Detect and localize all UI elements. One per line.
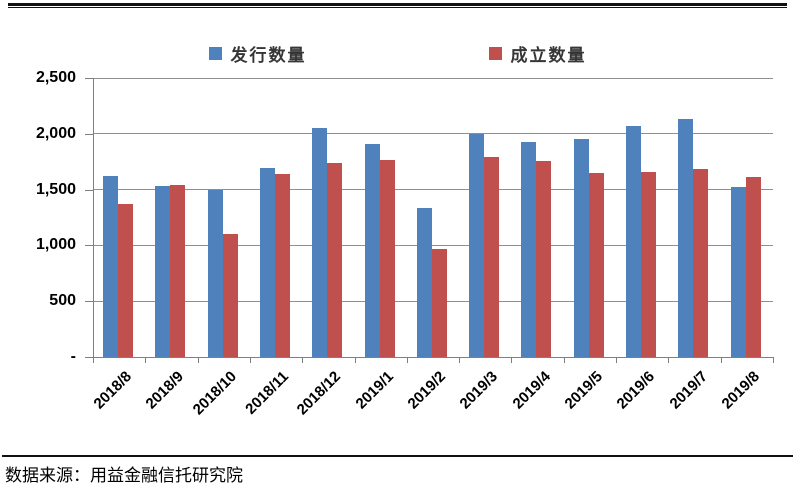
gridline-2500 (93, 77, 773, 79)
gridline-2000 (93, 133, 773, 135)
gridline-1000 (93, 244, 773, 246)
bar-成立数量-2018/10 (222, 234, 238, 357)
y-axis-line (93, 78, 94, 362)
x-tick-5 (354, 357, 356, 363)
legend-swatch-icon (488, 47, 502, 60)
x-axis-tick-label: 2018/8 (90, 368, 136, 413)
y-axis-tick-label: 1,500 (35, 180, 76, 198)
y-tick-500 (85, 301, 93, 303)
x-axis-tick-label: 2019/4 (509, 368, 554, 413)
x-axis-tick-label: 2018/11 (242, 368, 293, 418)
x-tick-6 (406, 357, 408, 363)
legend-label: 成立数量 (510, 46, 587, 65)
gridline-1500 (93, 189, 773, 191)
y-tick-1500 (85, 189, 93, 191)
x-tick-4 (302, 357, 304, 363)
bar-发行数量-2018/11 (259, 168, 275, 357)
x-axis-tick-label: 2018/10 (189, 368, 240, 419)
bar-发行数量-2019/5 (573, 138, 589, 357)
y-tick-0 (85, 357, 93, 358)
bar-发行数量-2019/1 (364, 143, 380, 357)
legend-item-0: 发行数量 (208, 41, 307, 66)
y-tick-2000 (85, 133, 93, 135)
x-axis-tick-label: 2019/8 (718, 368, 763, 413)
legend-swatch-icon (208, 47, 222, 60)
x-tick-2 (197, 357, 199, 363)
x-axis-line (86, 357, 773, 358)
bar-成立数量-2018/12 (327, 162, 343, 357)
bar-成立数量-2019/5 (588, 172, 604, 357)
bar-成立数量-2018/11 (274, 173, 290, 357)
bar-发行数量-2018/10 (207, 190, 223, 357)
data-source-label: 数据来源：用益金融信托研究院 (5, 466, 243, 485)
bar-成立数量-2019/6 (641, 171, 657, 357)
bar-成立数量-2019/7 (693, 168, 709, 357)
x-tick-3 (249, 357, 251, 363)
y-tick-1000 (85, 245, 93, 247)
bar-成立数量-2019/8 (745, 177, 761, 357)
y-axis-tick-label: 2,500 (35, 69, 76, 86)
bar-成立数量-2019/3 (484, 157, 500, 357)
x-tick-12 (720, 357, 722, 363)
y-axis-tick-label: - (70, 348, 76, 365)
bar-成立数量-2018/8 (118, 204, 133, 357)
x-axis-tick-label: 2019/2 (404, 368, 450, 413)
x-tick-13 (773, 357, 774, 363)
x-tick-1 (145, 357, 147, 363)
x-axis-tick-label: 2018/12 (294, 368, 345, 419)
x-tick-9 (563, 357, 565, 363)
y-axis-tick-label: 500 (49, 292, 76, 310)
x-tick-8 (511, 357, 513, 363)
x-axis-tick-label: 2019/6 (613, 368, 659, 413)
bar-发行数量-2018/9 (155, 185, 171, 357)
x-axis-tick-label: 2019/1 (352, 368, 397, 413)
footer-rule (2, 455, 793, 457)
x-axis-tick-label: 2018/9 (143, 368, 188, 413)
top-rule-thin (8, 7, 787, 8)
bar-成立数量-2018/9 (170, 184, 186, 357)
x-axis-tick-label: 2019/3 (456, 368, 502, 413)
x-axis-tick-label: 2019/5 (561, 368, 606, 413)
legend-item-1: 成立数量 (488, 41, 587, 66)
y-tick-2500 (85, 78, 93, 79)
y-axis-tick-label: 1,000 (35, 236, 76, 254)
x-tick-11 (668, 357, 670, 363)
bar-发行数量-2019/7 (678, 119, 694, 357)
chart-legend: 发行数量 成立数量 (0, 41, 795, 66)
bar-发行数量-2019/4 (521, 141, 537, 357)
y-axis-tick-label: 2,000 (35, 124, 76, 142)
bar-成立数量-2019/4 (536, 161, 552, 357)
bar-发行数量-2018/8 (103, 176, 118, 357)
x-tick-7 (459, 357, 461, 363)
bar-发行数量-2019/8 (730, 186, 746, 357)
bar-发行数量-2019/6 (626, 125, 642, 357)
legend-label: 发行数量 (230, 46, 307, 65)
bar-发行数量-2018/12 (312, 128, 328, 357)
top-rule-thick (8, 3, 787, 6)
x-axis-tick-label: 2019/7 (666, 368, 711, 413)
bar-发行数量-2019/3 (469, 133, 485, 357)
bar-成立数量-2019/2 (431, 249, 447, 357)
bar-发行数量-2019/2 (416, 208, 432, 357)
bar-成立数量-2019/1 (379, 160, 395, 357)
x-tick-0 (93, 357, 94, 363)
x-tick-10 (616, 357, 618, 363)
